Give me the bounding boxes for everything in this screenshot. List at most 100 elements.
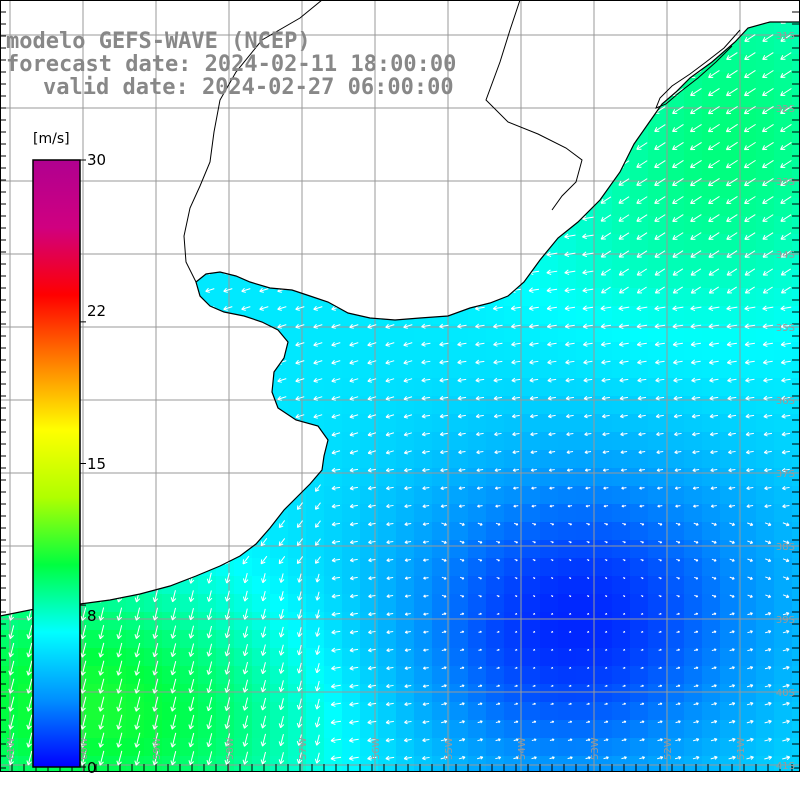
wind-cell (576, 558, 595, 577)
wind-cell (630, 648, 649, 667)
wind-cell (576, 540, 595, 559)
wind-arrow (25, 125, 35, 131)
wind-cell (486, 738, 505, 757)
wind-arrow (546, 107, 558, 114)
wind-cell (90, 414, 109, 433)
wind-cell (756, 22, 775, 37)
wind-cell (162, 252, 181, 271)
wind-cell (666, 126, 685, 145)
wind-arrow (456, 197, 467, 203)
wind-arrow (259, 359, 269, 365)
wind-cell (774, 36, 793, 55)
wind-cell (504, 504, 523, 523)
wind-cell (648, 396, 667, 415)
wind-cell (468, 270, 487, 289)
wind-cell (396, 126, 415, 145)
wind-arrow (241, 341, 251, 347)
wind-cell (594, 342, 613, 361)
wind-cell (774, 360, 793, 379)
wind-arrow (564, 35, 576, 42)
wind-cell (738, 576, 757, 595)
wind-cell (612, 522, 631, 541)
wind-cell (378, 666, 397, 685)
wind-arrow (636, 70, 648, 78)
wind-cell (738, 54, 757, 73)
wind-cell (756, 648, 775, 667)
wind-cell (684, 162, 703, 181)
wind-cell (324, 720, 343, 739)
wind-cell (252, 216, 271, 235)
wind-arrow (528, 233, 540, 240)
wind-cell (162, 522, 181, 541)
wind-cell (684, 486, 703, 505)
wind-arrow (385, 35, 395, 41)
wind-cell (342, 738, 361, 757)
wind-cell (756, 72, 775, 91)
wind-cell (738, 540, 757, 559)
latitude-label: 41S (776, 761, 795, 772)
wind-arrow (170, 537, 178, 547)
wind-cell (666, 36, 685, 55)
wind-cell (360, 288, 379, 307)
wind-cell (252, 198, 271, 217)
wind-cell (108, 540, 127, 559)
wind-cell (666, 648, 685, 667)
wind-cell (288, 702, 307, 721)
wind-arrow (636, 88, 648, 96)
wind-cell (306, 504, 325, 523)
wind-cell (270, 378, 289, 397)
wind-cell (450, 630, 469, 649)
wind-cell (792, 90, 800, 109)
wind-arrow (187, 107, 197, 113)
wind-cell (414, 630, 433, 649)
wind-cell (738, 162, 757, 181)
wind-cell (234, 198, 253, 217)
wind-cell (0, 414, 19, 433)
wind-cell (378, 198, 397, 217)
wind-cell (414, 522, 433, 541)
wind-cell (702, 36, 721, 55)
wind-arrow (79, 431, 89, 437)
wind-cell (306, 270, 325, 289)
wind-cell (630, 630, 649, 649)
wind-cell (540, 288, 559, 307)
wind-cell (360, 450, 379, 469)
wind-cell (342, 252, 361, 271)
wind-cell (0, 432, 19, 451)
wind-cell (792, 36, 800, 55)
wind-cell (360, 378, 379, 397)
wind-arrow (510, 107, 521, 113)
wind-cell (180, 720, 199, 739)
wind-arrow (7, 89, 17, 95)
wind-cell (594, 378, 613, 397)
wind-cell (774, 684, 793, 703)
wind-cell (360, 684, 379, 703)
wind-cell (756, 288, 775, 307)
wind-cell (648, 504, 667, 523)
wind-cell (414, 738, 433, 757)
wind-cell (684, 540, 703, 559)
wind-cell (324, 162, 343, 181)
wind-cell (378, 396, 397, 415)
wind-cell (774, 342, 793, 361)
wind-cell (720, 126, 739, 145)
wind-arrow (744, 52, 756, 60)
wind-cell (234, 234, 253, 253)
wind-cell (792, 414, 800, 433)
wind-arrow (564, 22, 570, 23)
wind-arrow (313, 125, 323, 131)
wind-cell (342, 0, 361, 19)
wind-cell (720, 216, 739, 235)
wind-cell (612, 630, 631, 649)
wind-cell (468, 22, 487, 37)
country-border-line (485, 0, 583, 211)
wind-cell (792, 0, 800, 19)
wind-cell (738, 360, 757, 379)
wind-cell (576, 54, 595, 73)
wind-arrow (205, 233, 215, 239)
wind-cell (126, 252, 145, 271)
wind-arrow (260, 448, 268, 457)
wind-cell (378, 522, 397, 541)
wind-cell (342, 396, 361, 415)
wind-cell (360, 612, 379, 631)
